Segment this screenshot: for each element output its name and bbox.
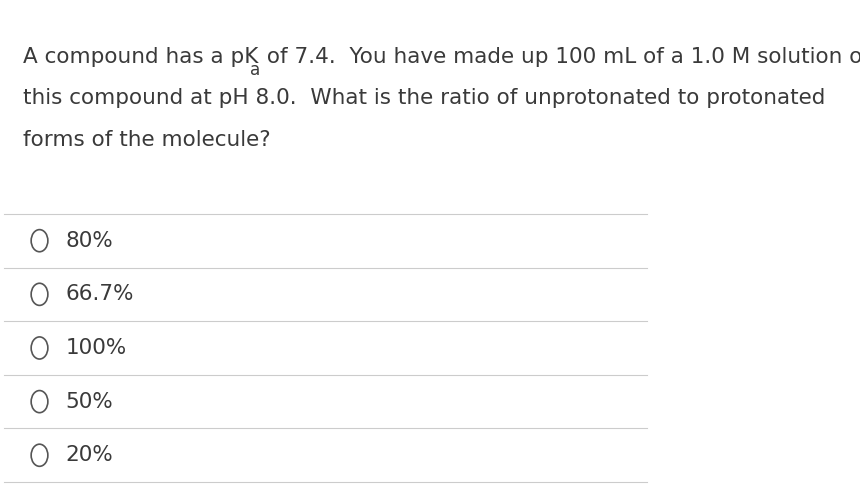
Text: a: a bbox=[250, 61, 261, 79]
Text: 80%: 80% bbox=[65, 231, 113, 250]
Text: of 7.4.  You have made up 100 mL of a 1.0 M solution of: of 7.4. You have made up 100 mL of a 1.0… bbox=[261, 47, 860, 66]
Text: 100%: 100% bbox=[65, 338, 126, 358]
Text: 50%: 50% bbox=[65, 392, 113, 412]
Text: this compound at pH 8.0.  What is the ratio of unprotonated to protonated: this compound at pH 8.0. What is the rat… bbox=[23, 88, 826, 108]
Text: 20%: 20% bbox=[65, 445, 113, 465]
Text: forms of the molecule?: forms of the molecule? bbox=[23, 129, 271, 150]
Text: A compound has a pK: A compound has a pK bbox=[23, 47, 259, 66]
Text: 66.7%: 66.7% bbox=[65, 284, 133, 305]
